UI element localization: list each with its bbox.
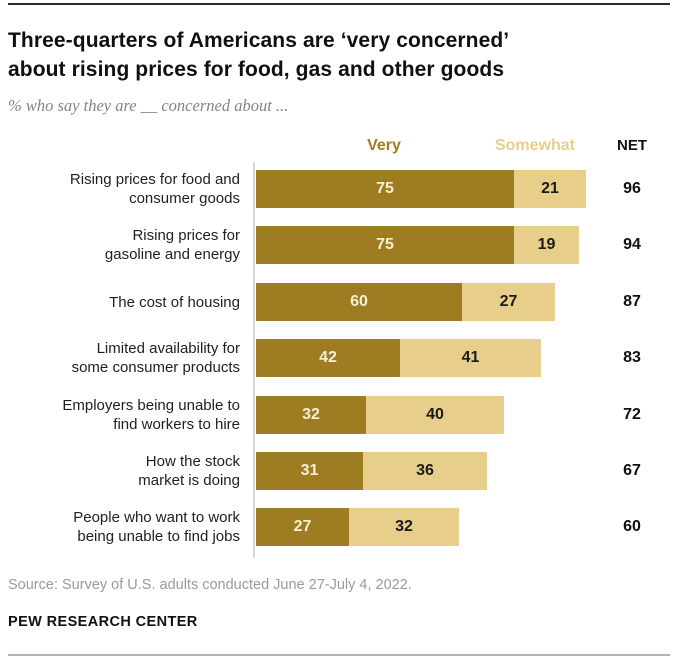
bar-value-label: 75: [376, 180, 394, 197]
bar-segment-somewhat: 40: [366, 396, 504, 434]
title-line-1: Three-quarters of Americans are ‘very co…: [8, 29, 510, 52]
bar-value-label: 31: [300, 462, 319, 479]
bar-value-label: 27: [499, 293, 518, 310]
bar-value-label: 32: [395, 518, 413, 535]
bar-segment-somewhat: 21: [514, 170, 586, 208]
category-label: Limited availability for some consumer pr…: [0, 339, 240, 377]
category-label: How the stock market is doing: [0, 452, 240, 490]
source-note: Source: Survey of U.S. adults conducted …: [8, 577, 412, 593]
chart-row: Rising prices for gasoline and energy 75 19…: [0, 226, 680, 264]
bar-segment-somewhat: 36: [363, 452, 487, 490]
top-rule: [8, 3, 670, 5]
chart-row: Limited availability for some consumer pr…: [0, 339, 680, 377]
chart-row: Rising prices for food and consumer goods…: [0, 170, 680, 208]
category-label-line: market is doing: [138, 472, 240, 489]
bar-segment-very: 75: [256, 226, 514, 264]
bar-value-label: 36: [416, 462, 434, 479]
category-label-line: gasoline and energy: [104, 246, 240, 263]
category-label: People who want to work being unable to f…: [0, 508, 240, 546]
category-label-line: find workers to hire: [113, 416, 240, 433]
baseline-axis: [253, 162, 255, 558]
bar-segment-somewhat: 27: [462, 283, 555, 321]
net-value: 72: [623, 406, 641, 423]
bar-value-label: 21: [541, 180, 559, 197]
brand-footer: PEW RESEARCH CENTER: [8, 614, 198, 630]
bar-value-label: 40: [426, 406, 444, 423]
legend-very: Very: [367, 137, 401, 154]
net-value: 94: [623, 236, 641, 253]
bar-value-label: 60: [350, 293, 368, 310]
bar-segment-somewhat: 19: [514, 226, 579, 264]
bar-segment-very: 32: [256, 396, 366, 434]
bar-value-label: 32: [302, 406, 320, 423]
bar-value-label: 27: [293, 518, 312, 535]
bar-segment-very: 60: [256, 283, 462, 321]
title-line-2: about rising prices for food, gas and ot…: [8, 58, 505, 81]
category-label: Rising prices for food and consumer goods: [0, 170, 240, 208]
bar-segment-very: 42: [256, 339, 400, 377]
bar-value-label: 19: [537, 236, 556, 253]
net-value: 60: [623, 518, 641, 535]
bar-value-label: 75: [376, 236, 394, 253]
category-label-line: Limited availability for: [96, 340, 240, 357]
page-title: Three-quarters of Americans are ‘very co…: [8, 26, 668, 84]
category-label-line: being unable to find jobs: [77, 528, 240, 545]
net-value: 67: [623, 462, 641, 479]
net-value: 96: [623, 180, 641, 197]
bottom-rule: [8, 654, 670, 656]
chart-subtitle: % who say they are __ concerned about ..…: [8, 96, 289, 115]
chart-row: People who want to work being unable to f…: [0, 508, 680, 546]
category-label: Employers being unable to find workers to…: [0, 396, 240, 434]
category-label-line: How the stock: [145, 453, 240, 470]
bar-value-label: 41: [461, 349, 480, 366]
bar-segment-very: 31: [256, 452, 363, 490]
category-label-line: some consumer products: [71, 359, 240, 376]
category-label-line: Employers being unable to: [62, 397, 240, 414]
legend-somewhat: Somewhat: [494, 137, 575, 154]
category-label: Rising prices for gasoline and energy: [0, 226, 240, 264]
chart-row: How the stock market is doing 31 36 67: [0, 452, 680, 490]
category-label-line: Rising prices for: [132, 227, 240, 244]
legend-net-header: NET: [617, 137, 647, 154]
net-value: 83: [623, 349, 641, 366]
net-value: 87: [623, 293, 641, 310]
bar-segment-very: 27: [256, 508, 349, 546]
bar-segment-very: 75: [256, 170, 514, 208]
bar-segment-somewhat: 32: [349, 508, 459, 546]
category-label-line: The cost of housing: [109, 293, 240, 311]
category-label-line: consumer goods: [129, 190, 240, 207]
bar-segment-somewhat: 41: [400, 339, 541, 377]
bar-value-label: 42: [319, 349, 337, 366]
category-label-line: Rising prices for food and: [69, 171, 240, 188]
chart-row: The cost of housing 60 27 87: [0, 283, 680, 321]
category-label-line: People who want to work: [73, 509, 240, 526]
chart-row: Employers being unable to find workers to…: [0, 396, 680, 434]
category-label: The cost of housing: [0, 283, 240, 321]
